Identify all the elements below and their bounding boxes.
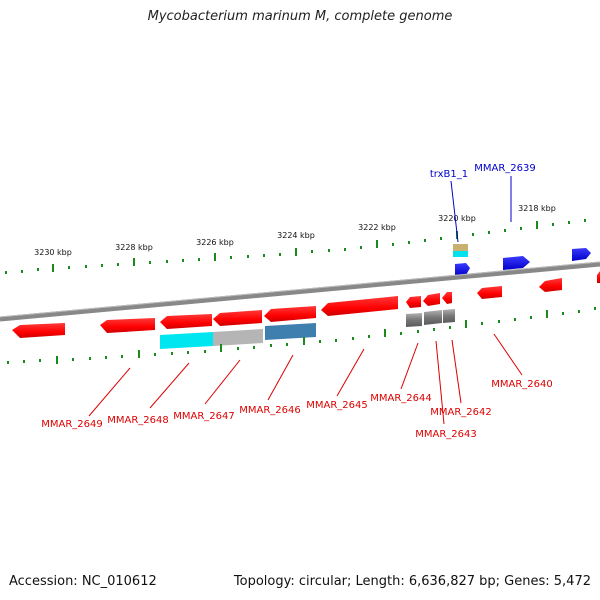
gene-label-mmar-2642[interactable]: MMAR_2642: [430, 407, 492, 418]
callout-line-mmar-2649: [88, 367, 131, 417]
gene-mmar-2647-arrow[interactable]: [160, 314, 212, 329]
gene-label-mmar-2647[interactable]: MMAR_2647: [173, 411, 235, 422]
callout-line-mmar-2643: [435, 340, 445, 425]
gene-mmar-2648-arrow[interactable]: [100, 318, 155, 333]
gene-label-mmar-2645[interactable]: MMAR_2645: [306, 400, 368, 411]
gene-mmar-2644-arrow[interactable]: [406, 296, 421, 308]
gene-labels: trxB1_1 MMAR_2639 MMAR_2649 MMAR_2648 MM…: [41, 163, 553, 440]
callout-line-mmar-2646: [267, 354, 294, 401]
scale-labels: 3230 kbp 3228 kbp 3226 kbp 3224 kbp 3222…: [34, 204, 556, 257]
callout-line-trxb1: [450, 180, 459, 243]
major-tick: [376, 240, 378, 248]
gene-label-mmar-2640[interactable]: MMAR_2640: [491, 379, 553, 390]
callout-line-mmar-2645: [336, 348, 365, 397]
reverse-strand-genes: [12, 271, 600, 338]
topology-summary: Topology: circular; Length: 6,636,827 bp…: [233, 574, 591, 589]
gene-reverse-arrow[interactable]: [539, 278, 562, 292]
gene-forward-arrow[interactable]: [572, 248, 591, 261]
gene-trxB1-arrow[interactable]: [455, 263, 470, 276]
major-tick: [52, 264, 54, 272]
scale-label: 3224 kbp: [277, 231, 315, 240]
gene-mmar-2646b-arrow[interactable]: [264, 306, 316, 322]
gene-label-mmar-2648[interactable]: MMAR_2648: [107, 415, 169, 426]
genome-title: Mycobacterium marinum M, complete genome: [147, 9, 453, 24]
gene-reverse-arrow-edge[interactable]: [597, 271, 600, 283]
gene-mmar-2642-arrow[interactable]: [442, 292, 452, 304]
major-tick: [214, 253, 216, 261]
cog-band-gray[interactable]: [213, 329, 263, 346]
gene-mmar-2640-arrow[interactable]: [477, 286, 502, 299]
gene-mmar-2646-arrow[interactable]: [213, 310, 262, 326]
gene-label-mmar-2646[interactable]: MMAR_2646: [239, 405, 301, 416]
callout-line-mmar-2648: [149, 362, 190, 409]
scale-label: 3222 kbp: [358, 223, 396, 232]
callout-lines: [88, 176, 523, 425]
genome-backbone: [0, 261, 600, 322]
accession-label: Accession: NC_010612: [9, 574, 157, 589]
scale-label: 3228 kbp: [115, 243, 153, 252]
gene-trxB1-cog-band[interactable]: [453, 251, 468, 257]
cog-bands: [160, 309, 455, 349]
cog-band-dark-gray[interactable]: [406, 313, 422, 327]
scale-label: 3220 kbp: [438, 214, 476, 223]
callout-line-mmar-2647: [204, 359, 241, 405]
inner-scale-ticks: [7, 307, 596, 364]
forward-strand-genes: [453, 244, 591, 276]
gene-label-trxb1[interactable]: trxB1_1: [430, 169, 468, 180]
cog-band-dark-gray[interactable]: [424, 310, 442, 325]
callout-line-mmar-2640: [493, 333, 523, 376]
gene-mmar-2643-arrow[interactable]: [423, 293, 440, 306]
scale-label: 3218 kbp: [518, 204, 556, 213]
gene-label-mmar-2643[interactable]: MMAR_2643: [415, 429, 477, 440]
gene-label-mmar-2639[interactable]: MMAR_2639: [474, 163, 536, 174]
gene-mmar-2649-arrow[interactable]: [12, 323, 65, 338]
major-tick: [536, 221, 538, 229]
callout-line-mmar-2642: [451, 339, 462, 404]
gene-mmar-2639-arrow[interactable]: [503, 256, 530, 270]
cog-band-cyan[interactable]: [160, 332, 213, 349]
outer-scale-ticks: [5, 219, 586, 274]
cog-band-steel[interactable]: [265, 323, 316, 340]
callout-line-mmar-2644: [400, 342, 419, 390]
gene-label-mmar-2644[interactable]: MMAR_2644: [370, 393, 432, 404]
major-tick: [295, 248, 297, 256]
cog-band-dark-gray[interactable]: [443, 309, 455, 323]
gene-label-mmar-2649[interactable]: MMAR_2649: [41, 419, 103, 430]
scale-label: 3230 kbp: [34, 248, 72, 257]
gene-trxB1-cog-band[interactable]: [453, 244, 468, 251]
scale-label: 3226 kbp: [196, 238, 234, 247]
genome-backbone-highlight: [0, 261, 600, 318]
gene-mmar-2645-arrow[interactable]: [321, 296, 398, 316]
major-tick: [133, 258, 135, 266]
